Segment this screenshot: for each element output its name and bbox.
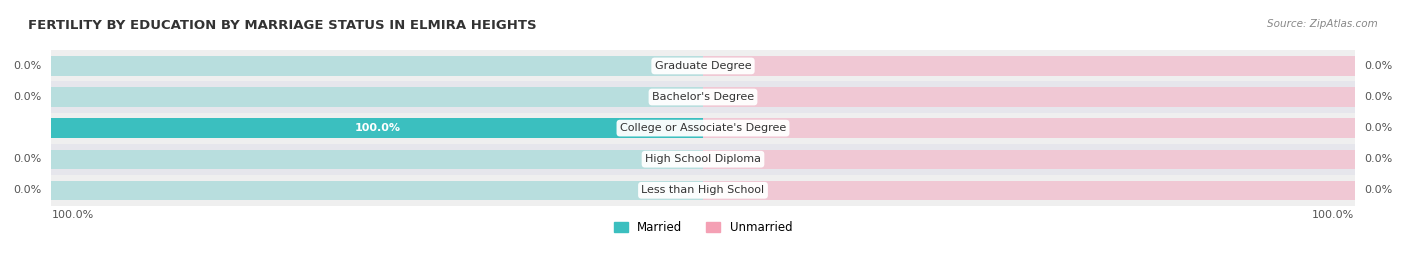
Bar (52, 175, 1354, 206)
Text: 0.0%: 0.0% (1364, 185, 1392, 195)
Text: 100.0%: 100.0% (1312, 210, 1354, 220)
Bar (52, 82, 1354, 112)
Text: Less than High School: Less than High School (641, 185, 765, 195)
Bar (52, 56, 703, 76)
Text: 0.0%: 0.0% (1364, 154, 1392, 164)
Text: College or Associate's Degree: College or Associate's Degree (620, 123, 786, 133)
Bar (52, 112, 1354, 144)
Bar (703, 56, 1354, 76)
Bar (52, 150, 703, 169)
Legend: Married, Unmarried: Married, Unmarried (609, 216, 797, 239)
Bar (52, 118, 703, 138)
Text: Graduate Degree: Graduate Degree (655, 61, 751, 71)
Text: 0.0%: 0.0% (14, 92, 42, 102)
Text: 100.0%: 100.0% (354, 123, 401, 133)
Bar (703, 118, 1354, 138)
Text: 100.0%: 100.0% (52, 210, 94, 220)
Bar (52, 181, 703, 200)
Text: Source: ZipAtlas.com: Source: ZipAtlas.com (1267, 19, 1378, 29)
Bar (52, 118, 703, 138)
Text: 0.0%: 0.0% (14, 61, 42, 71)
Bar (52, 50, 1354, 82)
Text: 0.0%: 0.0% (14, 185, 42, 195)
Text: 0.0%: 0.0% (1364, 92, 1392, 102)
Text: Bachelor's Degree: Bachelor's Degree (652, 92, 754, 102)
Text: 0.0%: 0.0% (14, 154, 42, 164)
Bar (703, 181, 1354, 200)
Bar (703, 87, 1354, 107)
Bar (703, 150, 1354, 169)
Text: High School Diploma: High School Diploma (645, 154, 761, 164)
Text: FERTILITY BY EDUCATION BY MARRIAGE STATUS IN ELMIRA HEIGHTS: FERTILITY BY EDUCATION BY MARRIAGE STATU… (28, 19, 537, 32)
Text: 0.0%: 0.0% (1364, 61, 1392, 71)
Text: 0.0%: 0.0% (1364, 123, 1392, 133)
Bar (52, 87, 703, 107)
Bar (52, 144, 1354, 175)
